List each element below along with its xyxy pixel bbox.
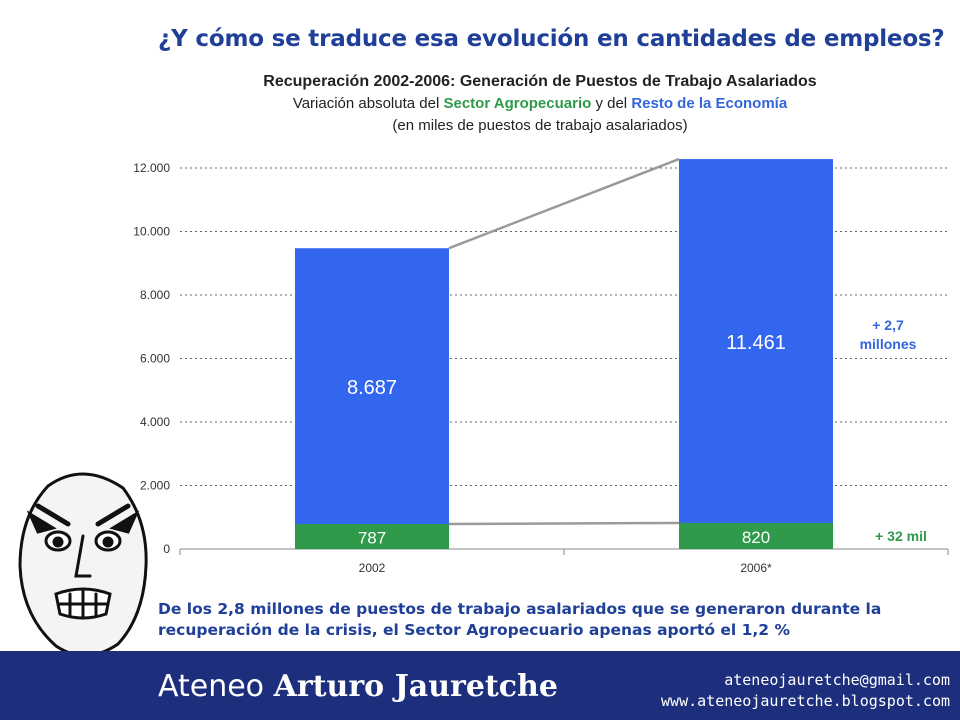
y-tick-label: 4.000 — [140, 415, 170, 429]
brand-name: Ateneo Arturo Jauretche — [158, 669, 558, 704]
bar-data-label: 787 — [358, 529, 386, 548]
stacked-bar-chart: 0 2.000 4.000 6.000 8.000 10.000 12.000 787 8.68… — [133, 157, 949, 575]
contact-info: ateneojauretche@gmail.com www.ateneojaur… — [661, 670, 950, 712]
page-title: ¿Y cómo se traduce esa evolución en cant… — [158, 26, 945, 52]
bar-segment — [295, 524, 449, 549]
annotation-total-increase: + 2,7 — [872, 317, 904, 333]
y-tick-label: 8.000 — [140, 288, 170, 302]
y-tick-label: 10.000 — [133, 225, 170, 239]
email-link[interactable]: ateneojauretche@gmail.com — [724, 671, 950, 689]
footer-bar — [0, 651, 960, 720]
chart-units: (en miles de puestos de trabajo asalaria… — [392, 117, 688, 134]
x-tick-label: 2002 — [359, 561, 386, 575]
annotation-total-increase-unit: millones — [860, 336, 917, 352]
y-tick-label: 12.000 — [133, 161, 170, 175]
bar-data-label: 8.687 — [347, 377, 397, 399]
connector-line-agro — [448, 521, 680, 526]
subtitle-mid: y del — [591, 95, 632, 112]
bar-segment — [679, 159, 833, 523]
connector-line-total — [448, 157, 680, 250]
subtitle-pre: Variación absoluta del — [292, 95, 444, 112]
brand-light: Ateneo — [158, 669, 274, 704]
bar-data-label: 11.461 — [726, 332, 786, 354]
annotation-agro-increase: + 32 mil — [875, 528, 927, 544]
brand-bold: Arturo Jauretche — [273, 669, 558, 704]
chart-title: Recuperación 2002-2006: Generación de Pu… — [263, 73, 817, 90]
subtitle-agro: Sector Agropecuario — [443, 95, 592, 112]
footnote-text: De los 2,8 millones de puestos de trabaj… — [158, 600, 882, 639]
y-tick-label: 6.000 — [140, 352, 170, 366]
subtitle-rest: Resto de la Economía — [631, 95, 788, 112]
website-link[interactable]: www.ateneojauretche.blogspot.com — [661, 692, 950, 710]
bar-segment — [295, 248, 449, 525]
x-tick-label: 2006* — [740, 561, 772, 575]
y-tick-label: 0 — [163, 542, 170, 556]
chart-subtitle: Variación absoluta del Sector Agropecuar… — [180, 95, 900, 112]
bar-data-label: 820 — [742, 528, 770, 547]
y-tick-label: 2.000 — [140, 479, 170, 493]
bar-segment — [679, 522, 833, 549]
